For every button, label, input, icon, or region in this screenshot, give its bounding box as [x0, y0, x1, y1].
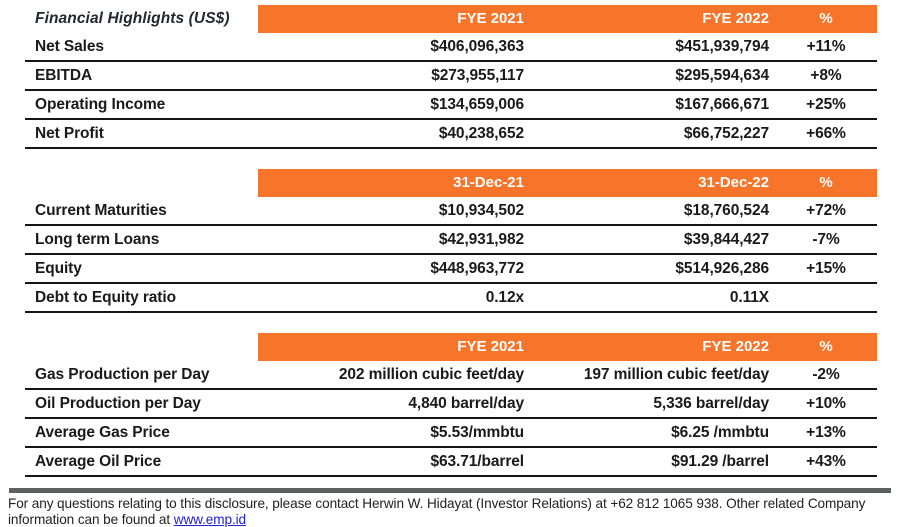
row-label: Equity	[35, 259, 82, 277]
table-row: Average Gas Price $5.53/mmbtu $6.25 /mmb…	[25, 419, 877, 448]
col-header-fye-2021: FYE 2021	[258, 333, 530, 361]
table-title-empty	[25, 333, 258, 361]
value-dec22: $39,844,427	[683, 230, 769, 248]
value-dec21: 0.12x	[485, 288, 524, 306]
footer-note: For any questions relating to this discl…	[8, 496, 902, 527]
row-label: Operating Income	[35, 95, 166, 113]
row-label: Current Maturities	[35, 201, 167, 219]
table-row: Gas Production per Day 202 million cubic…	[25, 361, 877, 390]
value-fye2022: 5,336 barrel/day	[653, 394, 769, 412]
pct-change: +43%	[806, 452, 846, 470]
value-fye2022: $451,939,794	[675, 37, 769, 55]
table-header-row: Financial Highlights (US$) FYE 2021 FYE …	[25, 5, 877, 33]
value-fye2022: $295,594,634	[675, 66, 769, 84]
pct-change: +8%	[810, 66, 842, 84]
production-prices-table: FYE 2021 FYE 2022 % Gas Production per D…	[25, 333, 877, 477]
value-fye2022: $167,666,671	[675, 95, 769, 113]
table-row: Net Profit $40,238,652 $66,752,227 +66%	[25, 120, 877, 149]
table-row: Current Maturities $10,934,502 $18,760,5…	[25, 197, 877, 226]
table-row: Operating Income $134,659,006 $167,666,6…	[25, 91, 877, 120]
col-header-fye-2022: FYE 2022	[530, 5, 775, 33]
table-row: Net Sales $406,096,363 $451,939,794 +11%	[25, 33, 877, 62]
value-fye2022: $6.25 /mmbtu	[671, 423, 769, 441]
table-header-row: 31-Dec-21 31-Dec-22 %	[25, 169, 877, 197]
table-row: Average Oil Price $63.71/barrel $91.29 /…	[25, 448, 877, 477]
row-label: Gas Production per Day	[35, 365, 210, 383]
pct-change: +15%	[806, 259, 846, 277]
col-header-fye-2021: FYE 2021	[258, 5, 530, 33]
pct-change: +13%	[806, 423, 846, 441]
pct-change: +25%	[806, 95, 846, 113]
pct-change: +10%	[806, 394, 846, 412]
col-header-pct: %	[775, 169, 877, 197]
value-dec21: $10,934,502	[438, 201, 524, 219]
footer-divider-bar	[9, 488, 891, 493]
emp-website-link[interactable]: www.emp.id	[173, 511, 247, 527]
value-fye2022: $66,752,227	[683, 124, 769, 142]
income-statement-table: Financial Highlights (US$) FYE 2021 FYE …	[25, 5, 877, 149]
table-row: Long term Loans $42,931,982 $39,844,427 …	[25, 226, 877, 255]
col-header-31-dec-22: 31-Dec-22	[530, 169, 775, 197]
row-label: EBITDA	[35, 66, 93, 84]
col-header-fye-2022: FYE 2022	[530, 333, 775, 361]
pct-change: +72%	[806, 201, 846, 219]
col-header-pct: %	[775, 333, 877, 361]
financial-disclosure-page: Financial Highlights (US$) FYE 2021 FYE …	[0, 5, 908, 527]
table-row: Debt to Equity ratio 0.12x 0.11X	[25, 284, 877, 313]
row-label: Net Profit	[35, 124, 104, 142]
table-row: Oil Production per Day 4,840 barrel/day …	[25, 390, 877, 419]
row-label: Long term Loans	[35, 230, 160, 248]
value-dec22: $514,926,286	[675, 259, 769, 277]
footer: For any questions relating to this discl…	[0, 488, 908, 527]
value-fye2021: $134,659,006	[430, 95, 524, 113]
value-fye2021: $40,238,652	[438, 124, 524, 142]
pct-change: +11%	[806, 37, 846, 55]
value-fye2021: 202 million cubic feet/day	[338, 365, 524, 383]
pct-change: +66%	[806, 124, 846, 142]
row-label: Net Sales	[35, 37, 104, 55]
value-fye2022: $91.29 /barrel	[671, 452, 769, 470]
table-header-row: FYE 2021 FYE 2022 %	[25, 333, 877, 361]
balance-sheet-table: 31-Dec-21 31-Dec-22 % Current Maturities…	[25, 169, 877, 313]
row-label: Oil Production per Day	[35, 394, 201, 412]
table-row: EBITDA $273,955,117 $295,594,634 +8%	[25, 62, 877, 91]
value-fye2021: $273,955,117	[431, 66, 524, 84]
pct-change: -2%	[812, 365, 840, 383]
value-fye2021: $5.53/mmbtu	[430, 423, 524, 441]
value-dec21: $448,963,772	[430, 259, 524, 277]
value-dec21: $42,931,982	[438, 230, 524, 248]
col-header-pct: %	[775, 5, 877, 33]
row-label: Average Gas Price	[35, 423, 170, 441]
value-fye2021: 4,840 barrel/day	[408, 394, 524, 412]
value-fye2022: 197 million cubic feet/day	[583, 365, 769, 383]
value-fye2021: $63.71/barrel	[430, 452, 525, 470]
table-row: Equity $448,963,772 $514,926,286 +15%	[25, 255, 877, 284]
row-label: Debt to Equity ratio	[35, 288, 176, 306]
value-dec22: 0.11X	[729, 288, 769, 306]
table-title-empty	[25, 169, 258, 197]
value-dec22: $18,760,524	[683, 201, 769, 219]
pct-change: -7%	[812, 230, 840, 248]
value-fye2021: $406,096,363	[430, 37, 524, 55]
row-label: Average Oil Price	[35, 452, 162, 470]
page-title: Financial Highlights (US$)	[25, 5, 258, 33]
col-header-31-dec-21: 31-Dec-21	[258, 169, 530, 197]
